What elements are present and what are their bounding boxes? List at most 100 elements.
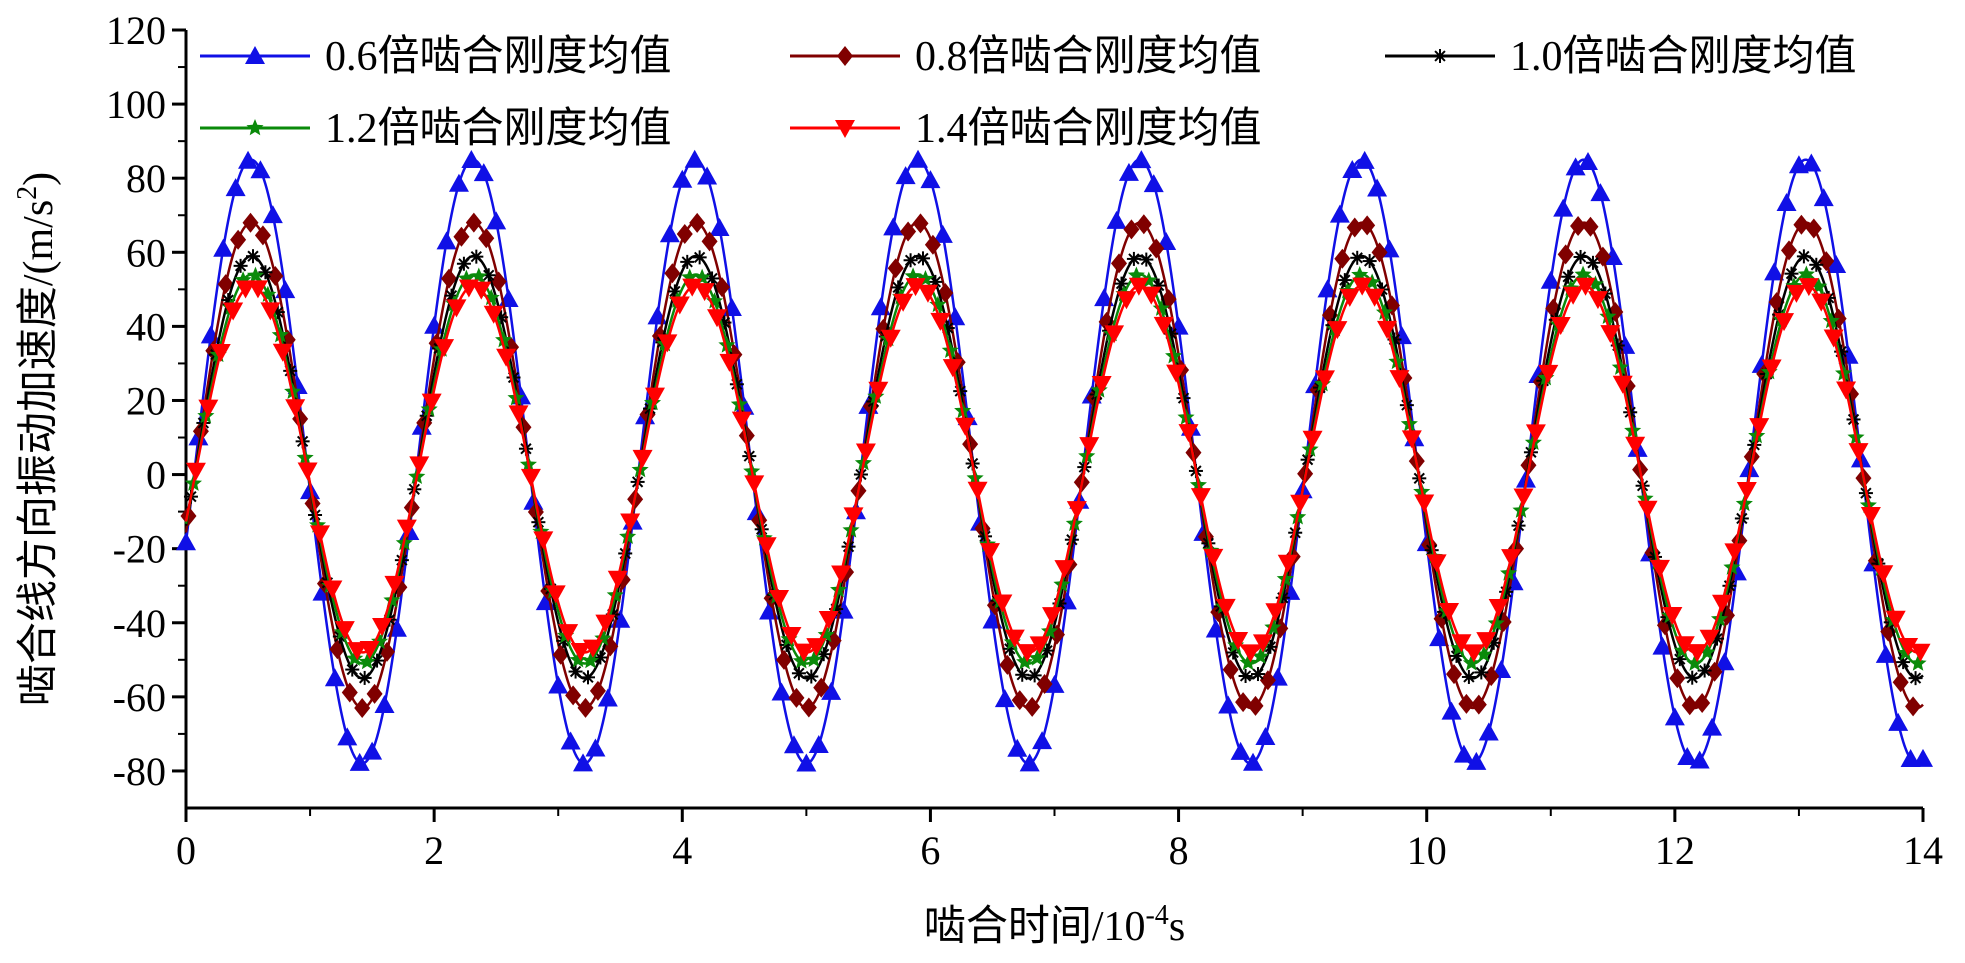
series-marker <box>1352 277 1373 296</box>
series-marker <box>1042 607 1063 626</box>
series-marker <box>804 669 819 684</box>
series-marker <box>548 675 569 694</box>
y-tick-label: 120 <box>106 8 166 53</box>
series-marker <box>672 169 693 188</box>
series-marker <box>345 662 360 677</box>
series-marker <box>883 217 904 236</box>
series-marker <box>1153 316 1174 335</box>
series-marker <box>1218 695 1239 714</box>
series-marker <box>441 268 458 289</box>
series-marker <box>718 336 736 353</box>
series-marker <box>1314 370 1335 389</box>
series-marker <box>831 565 852 584</box>
series-marker <box>1414 494 1435 513</box>
series-marker <box>1553 198 1574 217</box>
series-marker <box>1011 690 1028 711</box>
series-marker <box>1836 381 1857 400</box>
series-marker <box>1461 669 1476 684</box>
series-marker <box>1774 313 1795 332</box>
series-marker <box>821 681 842 700</box>
series-marker <box>1367 178 1388 197</box>
series-marker <box>1698 643 1716 660</box>
series-marker <box>324 668 345 687</box>
series-marker <box>932 224 953 243</box>
series-marker <box>692 250 707 265</box>
series-marker <box>620 513 641 532</box>
series-marker <box>558 624 579 643</box>
series-marker <box>792 652 810 669</box>
series-marker <box>676 223 693 244</box>
series-marker <box>684 149 705 168</box>
series-marker <box>383 591 401 608</box>
series-marker <box>374 694 395 713</box>
series-marker <box>1388 352 1406 370</box>
series-marker <box>1426 554 1447 573</box>
series-marker <box>1694 693 1711 714</box>
series-marker <box>1222 659 1239 680</box>
series-marker <box>1371 242 1388 263</box>
series-marker <box>1898 638 1919 657</box>
series-marker <box>1470 694 1487 715</box>
series-marker <box>805 650 823 668</box>
series-marker <box>1334 248 1351 269</box>
series-marker <box>577 697 594 718</box>
series-marker <box>1024 696 1041 717</box>
series-marker <box>520 468 541 487</box>
series-marker <box>238 150 259 169</box>
y-tick-label: -60 <box>113 675 166 720</box>
series-marker <box>707 309 728 328</box>
series-marker <box>271 326 289 343</box>
series-marker <box>1888 712 1909 731</box>
series-marker <box>436 231 457 250</box>
series-marker <box>924 234 941 255</box>
legend-label: 1.0倍啮合刚度均值 <box>1510 33 1857 80</box>
y-tick-label: 0 <box>146 453 166 498</box>
series-marker <box>1483 666 1500 687</box>
series-marker <box>1826 254 1847 273</box>
series-marker <box>895 166 916 185</box>
series-marker <box>247 280 268 299</box>
series-marker <box>1327 321 1348 340</box>
series-marker <box>1474 665 1489 680</box>
series-marker <box>1143 174 1164 193</box>
series-marker <box>396 519 417 538</box>
series-marker <box>1255 726 1276 745</box>
series-marker <box>478 228 495 249</box>
series-marker <box>701 231 718 252</box>
series-marker <box>994 689 1015 708</box>
series-marker <box>483 305 504 324</box>
series-marker <box>1590 183 1611 202</box>
series-marker <box>593 650 608 665</box>
series-marker <box>176 532 196 551</box>
series-marker <box>573 753 594 772</box>
series-marker <box>1036 674 1053 695</box>
series-marker <box>1114 276 1129 291</box>
series-marker <box>776 649 793 670</box>
series-marker <box>1016 653 1034 670</box>
series-marker <box>337 727 358 746</box>
series-marker <box>1475 645 1493 662</box>
series-marker <box>1809 257 1824 272</box>
series-marker <box>1897 644 1915 661</box>
series-marker <box>1706 661 1723 682</box>
series-marker <box>1250 667 1265 682</box>
legend-item: 0.8倍啮合刚度均值 <box>790 33 1262 80</box>
series-marker <box>448 173 469 192</box>
series-marker <box>1910 643 1931 662</box>
series-marker <box>1860 507 1881 526</box>
series-marker <box>1439 602 1460 621</box>
series-marker <box>1019 753 1040 772</box>
series-marker <box>230 229 247 250</box>
series-marker <box>1215 598 1236 617</box>
series-marker <box>1637 500 1658 519</box>
series-marker <box>1190 488 1211 507</box>
series-marker <box>606 586 624 603</box>
series-marker <box>1441 701 1462 720</box>
series-marker <box>1599 307 1617 324</box>
series-marker <box>731 411 752 430</box>
series-marker <box>409 456 430 475</box>
series-marker <box>585 738 606 757</box>
series-marker <box>1585 255 1600 270</box>
series-marker <box>1625 436 1646 455</box>
series-marker <box>667 284 682 299</box>
